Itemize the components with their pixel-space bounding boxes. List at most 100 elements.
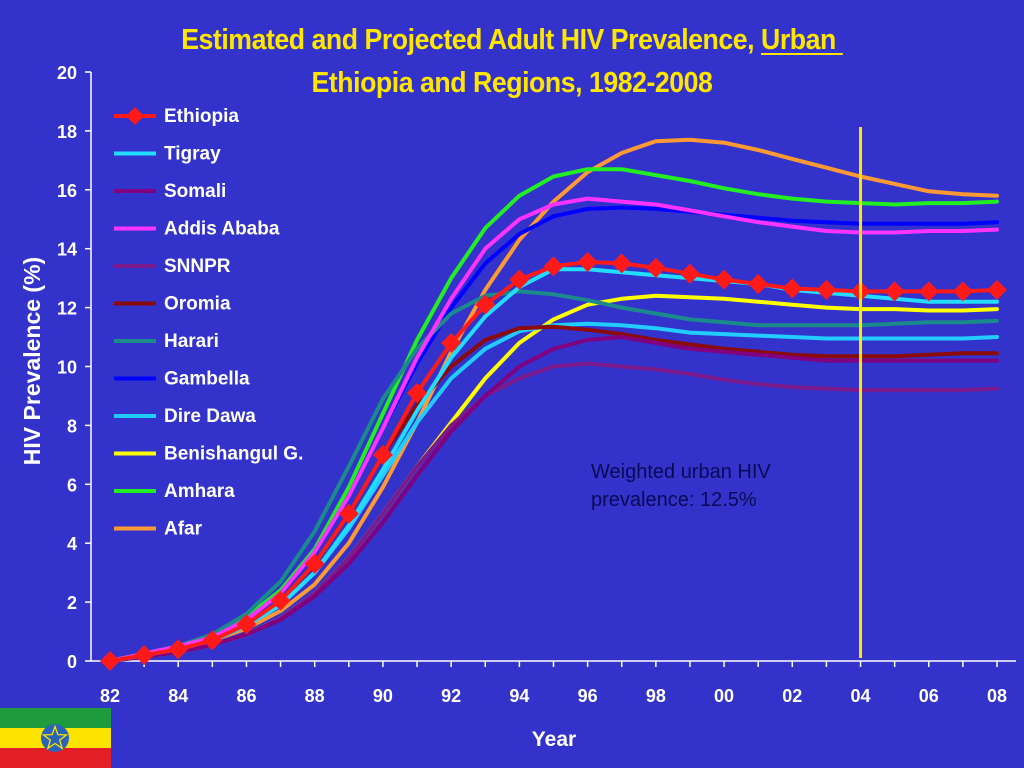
legend-item-harari: Harari	[114, 331, 219, 352]
series-harari	[108, 289, 999, 663]
x-tick-label: 82	[100, 686, 120, 706]
legend-marker	[126, 107, 144, 125]
legend-label: Ethiopia	[164, 106, 239, 127]
legend-label: Harari	[164, 331, 219, 352]
data-point-ethiopia	[782, 278, 803, 299]
legend-item-tigray: Tigray	[114, 144, 221, 165]
data-point-ethiopia	[475, 294, 496, 315]
weighted-prevalence-annotation: Weighted urban HIV prevalence: 12.5%	[591, 458, 771, 514]
legend-label: Oromia	[164, 294, 231, 315]
series-somali	[108, 335, 999, 663]
y-tick-label: 20	[57, 63, 77, 83]
series-line-harari	[108, 289, 999, 663]
series-line-afar	[108, 137, 999, 663]
x-tick-label: 04	[851, 686, 871, 706]
annotation-line-2: prevalence: 12.5%	[591, 489, 757, 511]
data-point-ethiopia	[952, 281, 973, 302]
data-point-ethiopia	[270, 590, 291, 611]
data-point-ethiopia	[987, 279, 1007, 300]
series-line-somali	[108, 335, 999, 663]
data-point-ethiopia	[236, 614, 257, 635]
legend-label: Somali	[164, 181, 226, 202]
y-tick-label: 2	[67, 593, 77, 613]
legend-label: Gambella	[164, 369, 250, 390]
legend-item-amhara: Amhara	[114, 481, 235, 502]
x-tick-label: 06	[919, 686, 939, 706]
y-tick-label: 10	[57, 358, 77, 378]
data-point-ethiopia	[748, 274, 769, 295]
legend-item-benishangul-g: Benishangul G.	[114, 444, 303, 465]
data-point-ethiopia	[202, 630, 223, 651]
data-point-ethiopia	[168, 639, 189, 660]
data-point-ethiopia	[679, 263, 700, 284]
series-ethiopia	[100, 251, 1007, 671]
y-tick-label: 12	[57, 299, 77, 319]
data-point-ethiopia	[100, 651, 120, 671]
legend-label: Addis Ababa	[164, 219, 280, 240]
legend-item-dire-dawa: Dire Dawa	[114, 406, 256, 427]
legend-item-afar: Afar	[114, 519, 203, 540]
y-axis-title: HIV Prevalence (%)	[19, 257, 45, 465]
chart-title-line-2: Ethiopia and Regions, 1982-2008	[311, 67, 713, 99]
flag-stripe-red	[0, 748, 111, 768]
y-tick-label: 4	[67, 534, 77, 554]
y-tick-label: 16	[57, 181, 77, 201]
legend: Ethiopia Tigray Somali Addis Ababa SNNPR Orom…	[114, 106, 303, 540]
series-lines	[100, 137, 1007, 671]
series-line-amhara	[108, 167, 999, 663]
annotation-line-1: Weighted urban HIV	[591, 461, 771, 483]
legend-item-oromia: Oromia	[114, 294, 231, 315]
legend-item-ethiopia: Ethiopia	[114, 106, 239, 127]
x-tick-label: 00	[714, 686, 734, 706]
x-tick-label: 84	[168, 686, 188, 706]
x-tick-label: 92	[441, 686, 461, 706]
x-axis-title: Year	[532, 728, 576, 751]
data-point-ethiopia	[407, 383, 428, 404]
y-tick-label: 14	[57, 240, 77, 260]
series-addis-ababa	[108, 196, 999, 663]
data-point-ethiopia	[645, 257, 666, 278]
series-afar	[108, 137, 999, 663]
legend-label: SNNPR	[164, 256, 231, 277]
data-point-ethiopia	[884, 281, 905, 302]
data-point-ethiopia	[304, 553, 325, 574]
x-tick-label: 86	[236, 686, 256, 706]
legend-item-addis-ababa: Addis Ababa	[114, 219, 280, 240]
y-tick-label: 18	[57, 122, 77, 142]
legend-item-somali: Somali	[114, 181, 226, 202]
x-tick-label: 98	[646, 686, 666, 706]
legend-label: Dire Dawa	[164, 406, 256, 427]
chart-title-line-1: Estimated and Projected Adult HIV Preval…	[41, 24, 983, 57]
data-point-ethiopia	[714, 269, 735, 290]
data-point-ethiopia	[918, 281, 939, 302]
data-point-ethiopia	[816, 279, 837, 300]
chart-title-underlined-word: Urban	[761, 24, 843, 56]
series-amhara	[108, 167, 999, 663]
y-tick-label: 8	[67, 416, 77, 436]
ethiopia-flag	[0, 708, 111, 768]
data-point-ethiopia	[134, 645, 155, 666]
data-point-ethiopia	[509, 269, 530, 290]
y-tick-label: 6	[67, 475, 77, 495]
flag-stripe-green	[0, 708, 111, 728]
data-point-ethiopia	[611, 253, 632, 274]
legend-label: Benishangul G.	[164, 444, 303, 465]
x-tick-label: 02	[782, 686, 802, 706]
data-point-ethiopia	[338, 503, 359, 524]
data-point-ethiopia	[372, 444, 393, 465]
data-point-ethiopia	[441, 332, 462, 353]
legend-item-snnpr: SNNPR	[114, 256, 231, 277]
x-tick-label: 88	[305, 686, 325, 706]
x-tick-label: 94	[509, 686, 529, 706]
data-point-ethiopia	[577, 251, 598, 272]
legend-label: Afar	[164, 519, 203, 540]
chart-title-prefix: Estimated and Projected Adult HIV Preval…	[181, 24, 762, 56]
x-tick-label: 90	[373, 686, 393, 706]
data-point-ethiopia	[543, 256, 564, 277]
legend-item-gambella: Gambella	[114, 369, 250, 390]
x-tick-label: 96	[578, 686, 598, 706]
x-tick-label: 08	[987, 686, 1007, 706]
